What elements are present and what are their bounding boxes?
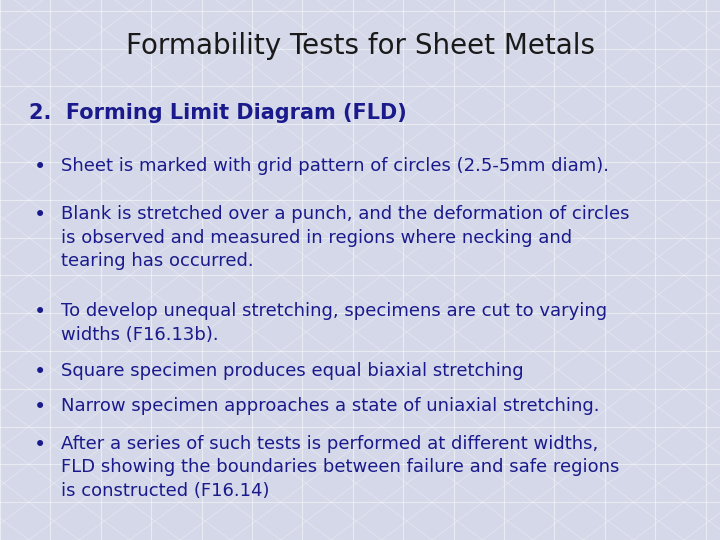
Text: Narrow specimen approaches a state of uniaxial stretching.: Narrow specimen approaches a state of un… <box>61 397 600 415</box>
Text: Sheet is marked with grid pattern of circles (2.5-5mm diam).: Sheet is marked with grid pattern of cir… <box>61 157 609 174</box>
Text: •: • <box>33 435 46 455</box>
Text: Square specimen produces equal biaxial stretching: Square specimen produces equal biaxial s… <box>61 362 524 380</box>
Text: •: • <box>33 205 46 225</box>
Text: 2.  Forming Limit Diagram (FLD): 2. Forming Limit Diagram (FLD) <box>29 103 407 123</box>
Text: •: • <box>33 397 46 417</box>
Text: •: • <box>33 302 46 322</box>
Text: •: • <box>33 362 46 382</box>
Text: •: • <box>33 157 46 177</box>
Text: After a series of such tests is performed at different widths,
FLD showing the b: After a series of such tests is performe… <box>61 435 620 500</box>
Text: To develop unequal stretching, specimens are cut to varying
widths (F16.13b).: To develop unequal stretching, specimens… <box>61 302 608 344</box>
Text: Blank is stretched over a punch, and the deformation of circles
is observed and : Blank is stretched over a punch, and the… <box>61 205 630 271</box>
Text: Formability Tests for Sheet Metals: Formability Tests for Sheet Metals <box>125 32 595 60</box>
